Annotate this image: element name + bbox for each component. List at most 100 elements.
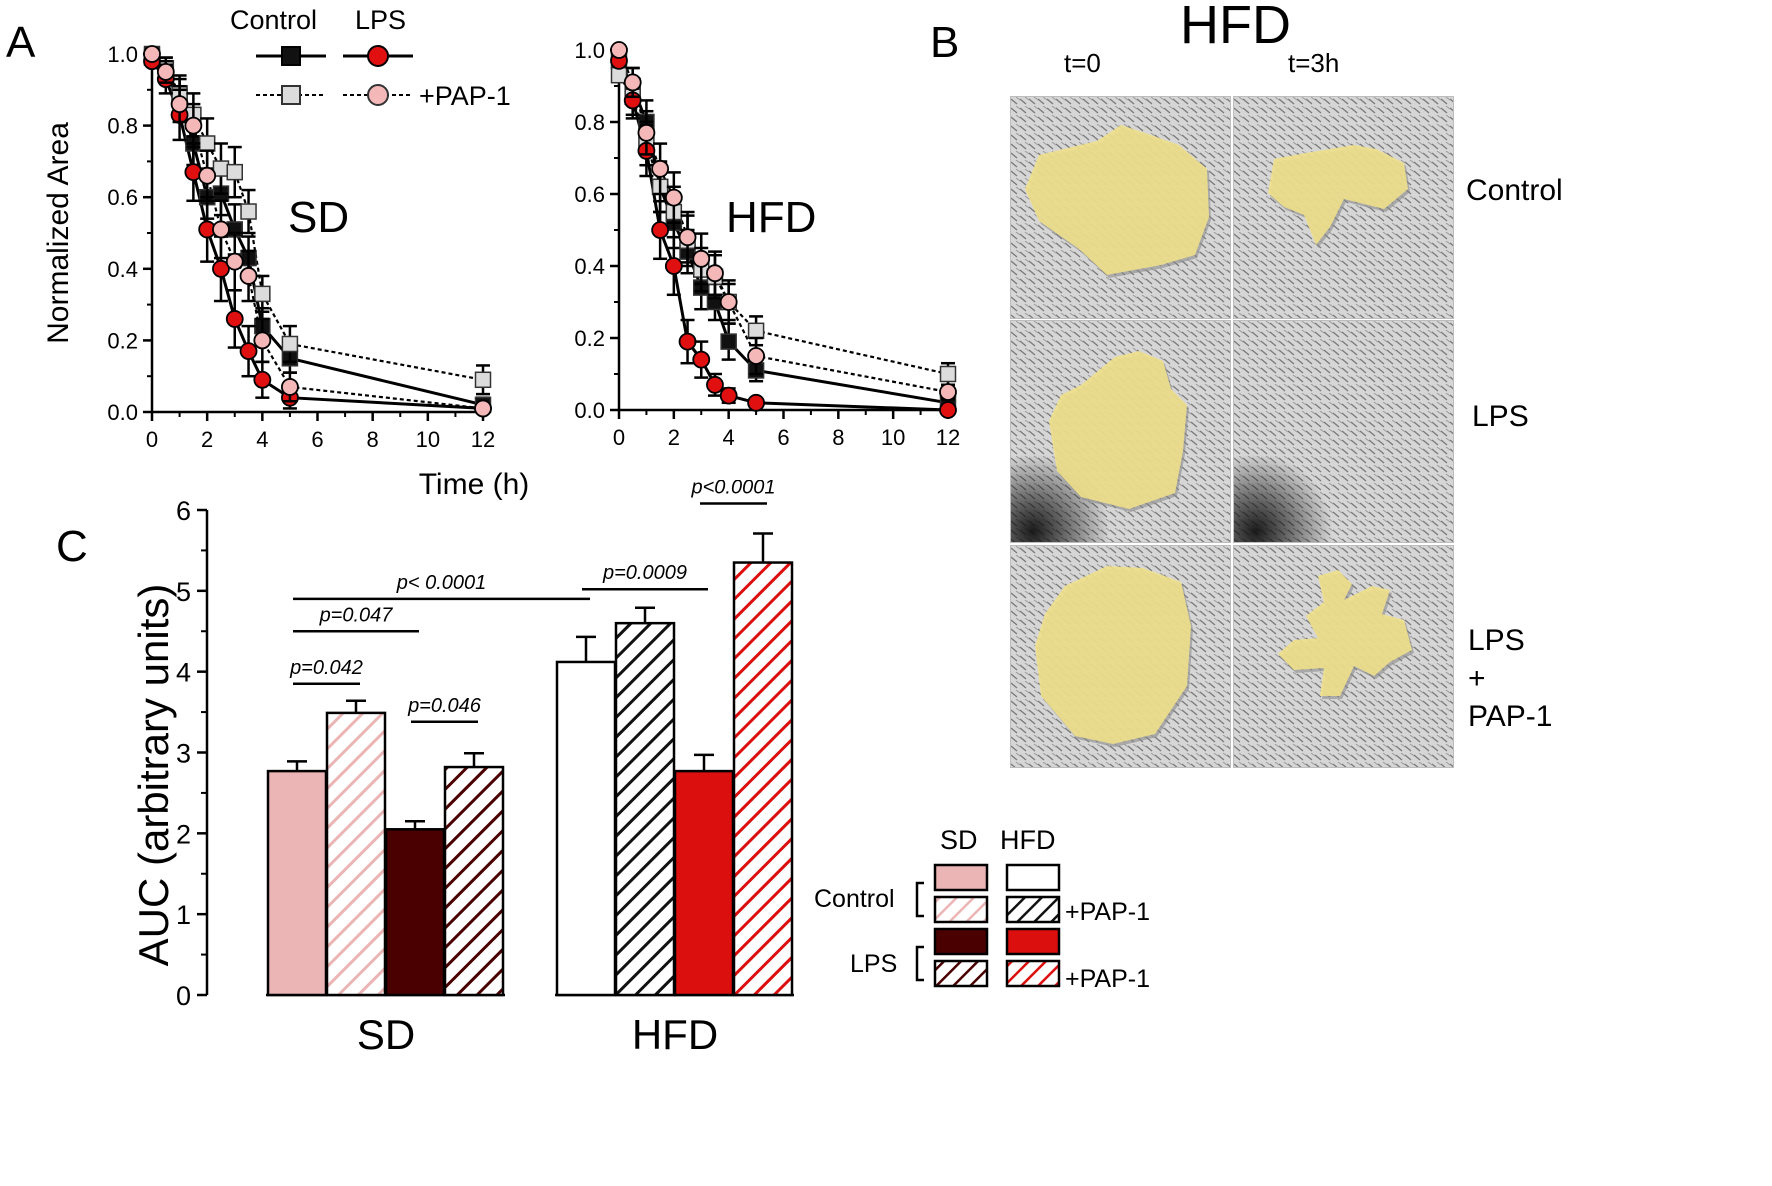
- micrograph-lps-pap-t0: [1010, 545, 1231, 768]
- panel-label-b: B: [930, 18, 960, 67]
- micrograph-lps-t3h: [1233, 320, 1454, 543]
- micrograph-lps-pap-t3h: [1233, 545, 1454, 768]
- micrograph-control-t0: [1010, 96, 1231, 319]
- x-tick-label: 10: [881, 425, 905, 450]
- significance-label: p=0.047: [319, 604, 394, 626]
- x-tick-label: 4: [256, 427, 268, 452]
- legend-pap-label-1: +PAP-1: [1065, 898, 1150, 926]
- data-point-circle: [678, 228, 697, 247]
- col-label-t0: t=0: [1064, 48, 1101, 78]
- y-tick-label: 0.8: [107, 114, 138, 139]
- y-tick-label: 1.0: [574, 38, 605, 63]
- series-group: [610, 41, 957, 419]
- legend-pap-label-2: +PAP-1: [1065, 965, 1150, 993]
- line-chart-hfd: 0.0 0.2 0.4 0.6 0.8 1.0 0 2 4 6 8 10 12 HFD: [574, 38, 960, 450]
- significance-label: p< 0.0001: [396, 572, 487, 594]
- wound-area: [1268, 145, 1408, 245]
- wound-area: [1025, 125, 1209, 275]
- data-point-circle: [156, 63, 175, 81]
- y-tick-label: 0.2: [574, 326, 605, 351]
- bar-hfd-lps-pap-1: [732, 561, 794, 997]
- legend-pap-label: +PAP-1: [419, 81, 511, 111]
- x-tick-label: 0: [146, 427, 158, 452]
- legend-swatch-hfd-control-pap: [1005, 895, 1061, 924]
- significance-label: p=0.046: [407, 695, 482, 717]
- data-point-square: [240, 203, 257, 220]
- bar-hfd-lps: [673, 769, 735, 997]
- y-axis-label: AUC (arbitrary units): [130, 584, 177, 967]
- x-tick-label: 0: [613, 425, 625, 450]
- chart-title: SD: [288, 193, 349, 242]
- data-point-circle: [719, 293, 738, 311]
- data-point-circle: [281, 378, 299, 396]
- data-point-circle: [212, 259, 230, 278]
- y-tick-label: 5: [176, 577, 191, 607]
- micrograph-control-t3h: [1233, 96, 1454, 319]
- data-point-circle: [623, 73, 642, 92]
- y-tick-label: 6: [176, 496, 191, 526]
- y-tick-label: 0.0: [574, 398, 605, 423]
- data-point-circle: [225, 310, 244, 328]
- y-tick-label: 0.6: [107, 185, 138, 210]
- x-tick-label: 4: [723, 425, 735, 450]
- wound-area: [1035, 566, 1191, 744]
- legend-swatch-sd-control-pap: [933, 895, 989, 924]
- labels: HFD: [726, 193, 816, 242]
- x-tick-label: 10: [416, 427, 440, 452]
- data-point-square: [747, 322, 765, 340]
- legend-c: SD HFD Control LPS +PAP-1 +PAP-1: [814, 825, 1150, 993]
- row-label-control: Control: [1466, 174, 1563, 207]
- data-point-circle: [253, 331, 272, 350]
- bar-chart-auc: 0 1 2 3 4 5 6 AUC (arbitrary units) SD HFD p=0.04…: [130, 480, 794, 1058]
- axes: 0.0 0.2 0.4 0.6 0.8 1.0 0 2 4 6 8 10 12: [574, 38, 960, 450]
- data-point-circle: [239, 342, 258, 361]
- legend-hfd-header: HFD: [1000, 825, 1056, 855]
- data-point-square: [720, 333, 737, 350]
- data-point-circle: [184, 116, 203, 135]
- col-label-t3h: t=3h: [1288, 48, 1340, 78]
- legend-swatch-hfd-control: [1005, 863, 1061, 892]
- data-point-circle: [664, 257, 683, 275]
- significance-annotations: p=0.042 p=0.047 p=0.046 p< 0.0001 p=0.0009 p<…: [289, 480, 775, 724]
- legend-control-pap-marker: [281, 85, 301, 105]
- data-point-circle: [706, 264, 724, 283]
- x-tick-label: 2: [668, 425, 680, 450]
- legend-lps-bracket: [915, 945, 924, 982]
- legend-a: Control LPS +PAP-1: [230, 5, 511, 111]
- x-tick-label: 12: [471, 427, 495, 452]
- legend-swatch-sd-control: [933, 863, 989, 892]
- legend-lps-marker: [367, 45, 389, 67]
- legend-sd-header: SD: [940, 825, 978, 855]
- y-tick-label: 0: [176, 981, 191, 1011]
- legend-control-label: Control: [230, 5, 317, 35]
- y-tick-label: 0.2: [107, 328, 138, 353]
- x-tick-label: 2: [201, 427, 213, 452]
- data-point-square: [281, 335, 299, 353]
- legend-control-marker: [281, 46, 301, 66]
- legend-lps-pap-marker: [367, 84, 389, 106]
- legend-swatch-hfd-lps-pap: [1005, 959, 1061, 988]
- data-point-circle: [143, 45, 161, 63]
- y-tick-label: 0.4: [574, 254, 605, 279]
- y-tick-label: 4: [176, 658, 191, 688]
- data-point-circle: [678, 332, 697, 351]
- data-point-circle: [651, 221, 670, 239]
- legend-swatch-sd-lps-pap: [933, 959, 989, 988]
- x-tick-label: 6: [311, 427, 323, 452]
- data-point-circle: [664, 188, 683, 207]
- data-point-square: [254, 285, 271, 303]
- line-chart-sd: 0.0 0.2 0.4 0.6 0.8 1.0 0 2 4 6 8 10 12 SD Time (h) No…: [42, 42, 529, 501]
- significance-label: p=0.042: [289, 657, 363, 679]
- data-point-circle: [610, 41, 628, 59]
- legend-lps-row-label: LPS: [850, 950, 897, 978]
- bar-sd-lps: [384, 828, 446, 997]
- data-point-circle: [651, 159, 670, 178]
- x-tick-label: 6: [777, 425, 789, 450]
- labels: SD Time (h) Normalized Area: [42, 122, 529, 501]
- data-point-circle: [225, 252, 244, 271]
- legend-swatch-hfd-lps: [1005, 927, 1061, 956]
- cell-texture: [1234, 97, 1453, 318]
- x-tick-label: 8: [367, 427, 379, 452]
- micrograph-lps-t0: [1010, 320, 1231, 543]
- y-tick-label: 0.6: [574, 182, 605, 207]
